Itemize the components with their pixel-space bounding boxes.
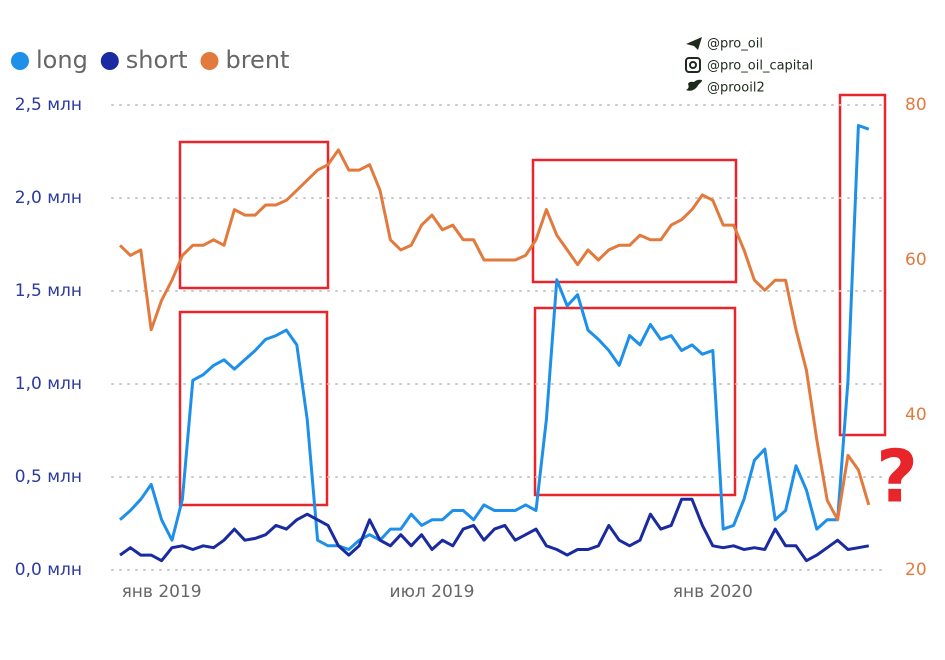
twitter-icon — [686, 79, 702, 91]
legend-marker — [200, 52, 219, 70]
highlight-box — [533, 306, 737, 497]
watermark: @pro_oil — [707, 37, 763, 52]
series-line — [118, 148, 871, 522]
highlight-boxes — [178, 93, 887, 507]
legend-marker — [11, 52, 29, 70]
x-tick-label: янв 2020 — [673, 582, 753, 602]
highlight-box — [178, 310, 329, 507]
x-tick-label: июл 2019 — [390, 582, 475, 602]
watermark: @pro_oil_capital — [707, 59, 813, 74]
social-icons — [685, 37, 702, 91]
y-tick-label: 0,5 млн — [15, 467, 82, 487]
y-tick-label: 2,5 млн — [15, 95, 82, 115]
highlight-box — [531, 158, 738, 284]
telegram-icon — [686, 37, 702, 50]
instagram-lens — [689, 61, 697, 69]
y2-tick-label: 80 — [905, 95, 927, 115]
series-line — [119, 497, 870, 563]
y-tick-label: 1,5 млн — [15, 281, 82, 301]
highlight-box — [178, 140, 330, 290]
legend-label: brent — [225, 46, 289, 74]
x-tick-label: янв 2019 — [122, 582, 202, 602]
watermark: @prooil2 — [707, 81, 765, 96]
y2-tick-label: 40 — [905, 405, 927, 425]
instagram-icon — [685, 57, 701, 73]
y2-tick-label: 20 — [905, 560, 927, 580]
legend-marker — [100, 52, 119, 70]
y-tick-label: 1,0 млн — [15, 374, 82, 394]
legend-label: long — [36, 46, 88, 74]
highlight-box — [838, 93, 887, 437]
series-line — [119, 124, 870, 551]
annotation: ? — [876, 435, 918, 519]
legend-label: short — [126, 46, 188, 74]
y2-tick-label: 60 — [905, 250, 927, 270]
y-tick-label: 0,0 млн — [15, 560, 82, 580]
y-tick-label: 2,0 млн — [15, 188, 82, 208]
